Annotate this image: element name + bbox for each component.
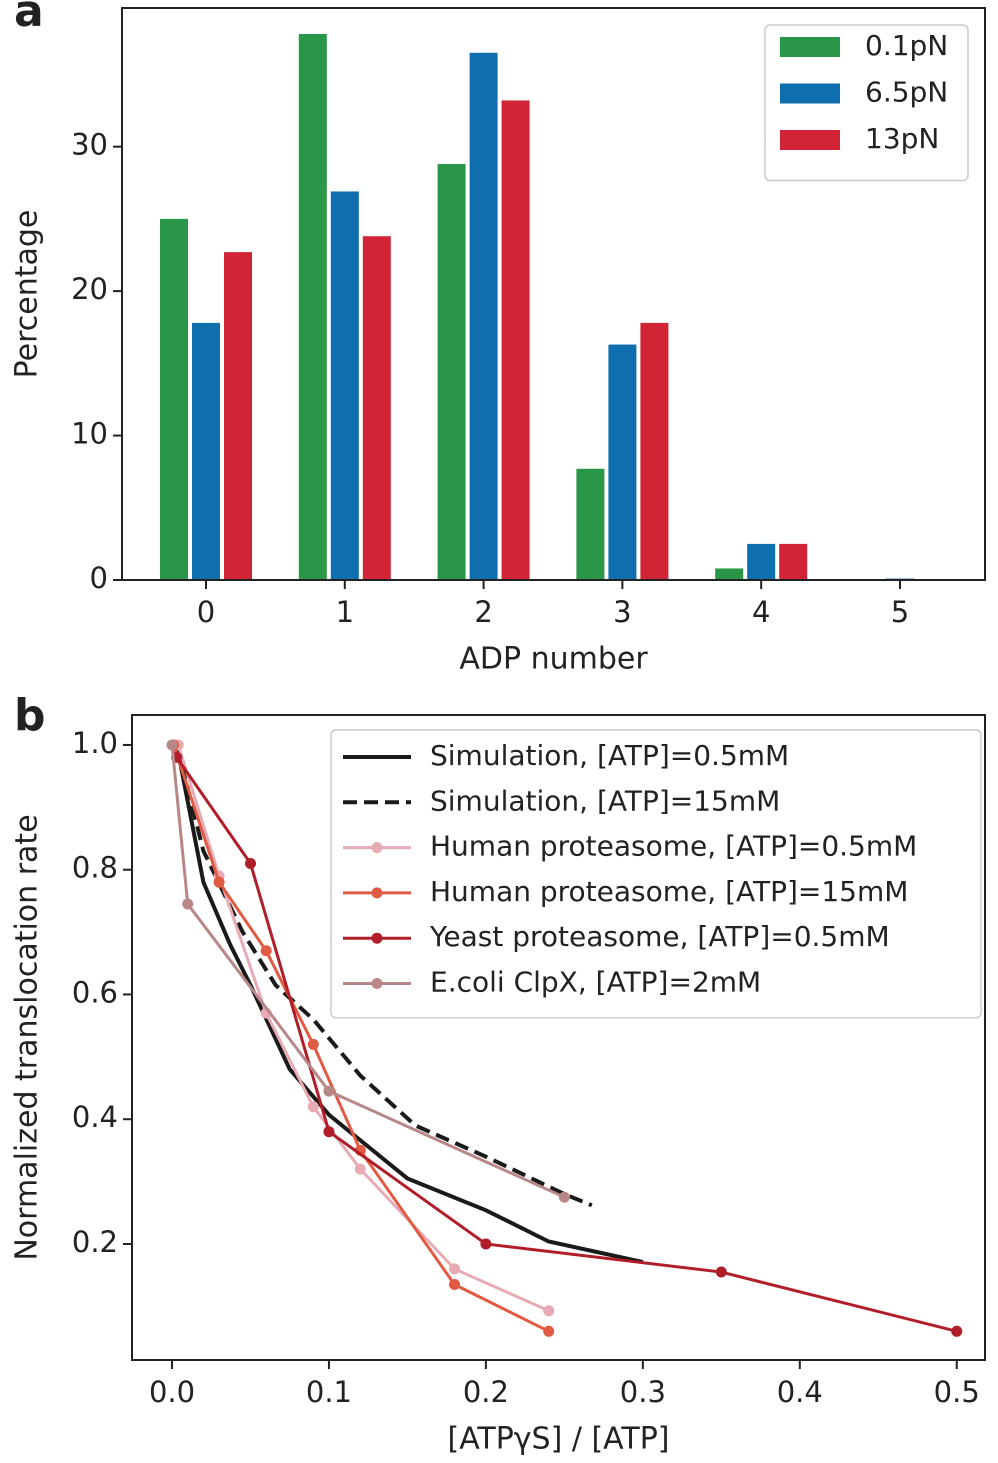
bar <box>640 322 669 580</box>
bar <box>298 34 327 580</box>
y-tick-label: 0.4 <box>72 1100 118 1134</box>
x-tick-label: 1 <box>336 595 354 629</box>
marker <box>323 1085 335 1097</box>
bar <box>501 100 530 580</box>
marker <box>543 1325 555 1337</box>
panel-label: b <box>14 690 46 741</box>
x-axis-label: ADP number <box>459 642 648 677</box>
marker <box>543 1305 555 1317</box>
marker <box>449 1263 461 1275</box>
line <box>174 744 644 1265</box>
bar <box>224 252 252 580</box>
legend-label: 6.5pN <box>865 76 948 109</box>
legend-marker <box>371 932 383 944</box>
legend-marker <box>371 842 383 854</box>
y-tick-label: 1.0 <box>72 726 118 760</box>
y-tick-label: 0.2 <box>72 1225 118 1259</box>
marker <box>182 898 194 910</box>
x-tick-label: 0.3 <box>620 1375 666 1409</box>
x-axis-label: [ATPγS] / [ATP] <box>447 1422 669 1457</box>
bar <box>576 468 605 580</box>
marker <box>260 945 272 957</box>
x-tick-label: 0.2 <box>463 1375 509 1409</box>
y-tick-label: 30 <box>71 128 108 162</box>
y-tick-label: 0.8 <box>72 851 118 885</box>
legend: Simulation, [ATP]=0.5mM Simulation, [ATP]… <box>330 729 982 1019</box>
legend-label: Human proteasome, [ATP]=0.5mM <box>430 830 917 863</box>
marker <box>951 1325 963 1337</box>
legend-label: Simulation, [ATP]=0.5mM <box>430 739 789 772</box>
marker <box>244 857 256 869</box>
bar <box>469 52 498 581</box>
bar <box>160 218 188 580</box>
panel-label: a <box>14 0 44 37</box>
bar <box>362 236 391 580</box>
bar <box>715 568 744 580</box>
y-axis-label: Normalized translocation rate <box>10 814 45 1260</box>
x-tick-label: 3 <box>613 595 631 629</box>
legend: 0.1pN 6.5pN 13pN <box>764 24 969 182</box>
bar <box>437 164 466 580</box>
legend-swatch <box>780 37 840 57</box>
marker <box>480 1238 492 1250</box>
legend-label: Yeast proteasome, [ATP]=0.5mM <box>429 920 890 953</box>
x-tick-label: 0.5 <box>934 1375 980 1409</box>
line <box>175 756 958 1333</box>
y-axis-label: Percentage <box>10 210 45 379</box>
x-tick-label: 0.0 <box>149 1375 195 1409</box>
marker <box>715 1266 727 1278</box>
marker <box>449 1279 461 1291</box>
legend-swatch <box>780 130 840 150</box>
legend-marker <box>371 978 383 989</box>
x-tick-label: 2 <box>474 595 492 629</box>
x-tick-label: 0 <box>197 595 215 629</box>
marker <box>354 1163 366 1175</box>
y-tick-label: 10 <box>71 417 108 451</box>
marker <box>307 1038 319 1050</box>
legend-label: 13pN <box>865 122 939 155</box>
marker <box>166 739 178 751</box>
x-tick-label: 5 <box>891 595 909 629</box>
legend-label: 0.1pN <box>865 29 948 62</box>
legend-label: Human proteasome, [ATP]=15mM <box>430 875 908 908</box>
legend-swatch <box>780 83 840 104</box>
axes-frame <box>121 7 986 581</box>
x-tick-label: 0.4 <box>777 1375 823 1409</box>
x-tick-label: 4 <box>752 595 770 629</box>
legend-box <box>330 729 982 1019</box>
y-tick-label: 20 <box>71 272 108 306</box>
bar <box>779 543 808 580</box>
marker <box>307 1101 319 1113</box>
bar <box>747 543 776 580</box>
bar <box>608 344 637 580</box>
bar <box>192 322 220 580</box>
y-tick-label: 0 <box>90 561 108 595</box>
legend-label: E.coli ClpX, [ATP]=2mM <box>430 966 761 999</box>
axes-frame <box>131 714 986 1361</box>
marker <box>558 1191 570 1203</box>
bar <box>330 191 359 580</box>
y-tick-label: 0.6 <box>72 975 118 1009</box>
legend-label: Simulation, [ATP]=15mM <box>430 784 780 817</box>
marker <box>323 1126 335 1138</box>
legend-marker <box>371 887 383 899</box>
x-tick-label: 0.1 <box>306 1375 352 1409</box>
line <box>170 744 566 1199</box>
marker <box>213 876 225 888</box>
